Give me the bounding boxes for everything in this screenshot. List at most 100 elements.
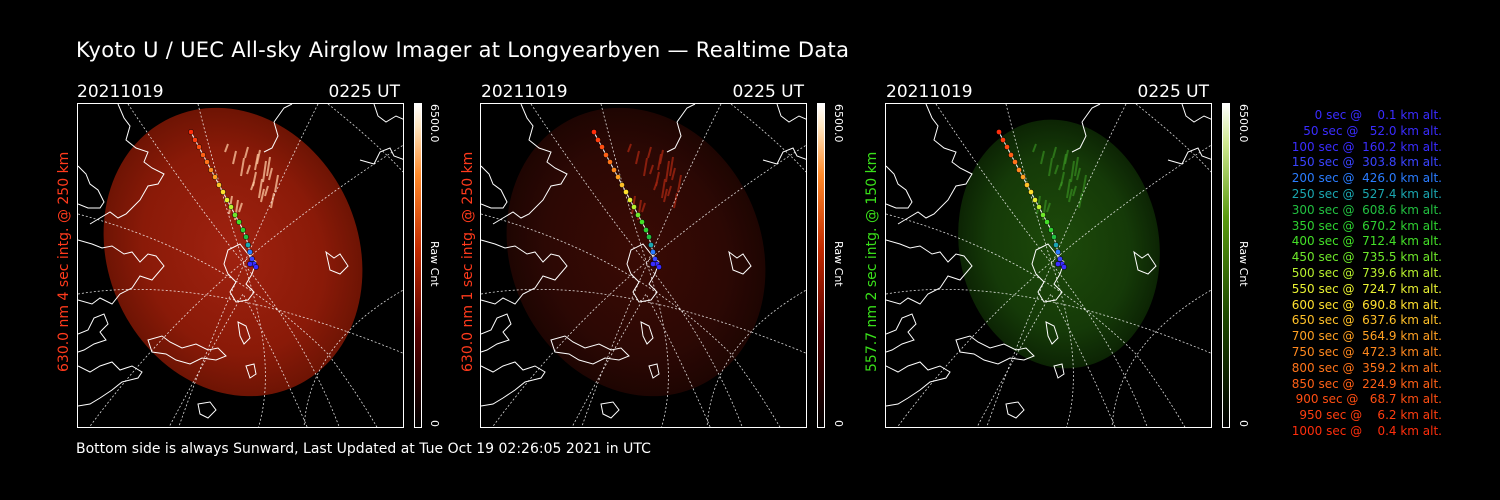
coastline xyxy=(955,335,1035,365)
legend-row: 600 sec @ 690.8 km alt. xyxy=(1287,297,1442,312)
aurora-streak xyxy=(659,149,664,165)
panel-1-date: 20211019 xyxy=(77,82,164,102)
legend-row: 50 sec @ 52.0 km alt. xyxy=(1295,123,1442,138)
coastline xyxy=(666,121,682,153)
trajectory-point xyxy=(595,137,601,143)
trajectory-point xyxy=(639,219,645,225)
legend-row: 200 sec @ 426.0 km alt. xyxy=(1287,171,1442,186)
aurora-streak xyxy=(663,188,668,203)
aurora-streak xyxy=(260,188,265,203)
coastline xyxy=(492,104,568,225)
panel-2-colorbar-max: 6500.0 xyxy=(832,104,845,143)
trajectory-point xyxy=(627,197,633,203)
trajectory-legend: 0 sec @ 0.1 km alt. 50 sec @ 52.0 km alt… xyxy=(1262,108,1442,440)
geographic-grid-line xyxy=(1135,104,1211,173)
trajectory-point xyxy=(224,197,230,203)
coastline xyxy=(197,401,217,419)
aurora-streak xyxy=(274,174,279,193)
coastline xyxy=(373,104,403,123)
geographic-grid-line xyxy=(327,104,403,173)
aurora-streak xyxy=(1058,181,1063,191)
coastline xyxy=(886,313,917,353)
trajectory-point xyxy=(1036,204,1042,210)
footer-status: Bottom side is always Sunward, Last Upda… xyxy=(76,441,651,457)
legend-row: 400 sec @ 712.4 km alt. xyxy=(1287,234,1442,249)
aurora-streak xyxy=(661,178,666,199)
aurora-streak xyxy=(270,192,275,209)
panel-2-colorbar-unit: Raw Cnt xyxy=(832,241,845,287)
trajectory-point xyxy=(611,167,617,173)
panel-1-map-svg xyxy=(78,104,403,427)
coastline xyxy=(78,313,109,353)
coastline xyxy=(640,321,654,345)
trajectory-point xyxy=(599,144,605,150)
aurora-streak xyxy=(665,160,670,183)
coastline xyxy=(1133,250,1157,275)
trajectory-point xyxy=(228,204,234,210)
trajectory-point xyxy=(245,242,251,248)
page-title: Kyoto U / UEC All-sky Airglow Imager at … xyxy=(76,38,850,62)
trajectory-point xyxy=(1000,137,1006,143)
panel-1-colorbar-min: 0 xyxy=(428,420,441,427)
airglow-disk xyxy=(506,107,766,397)
panel-3-map xyxy=(885,103,1212,428)
trajectory-point xyxy=(619,182,625,188)
coastline xyxy=(1045,321,1059,345)
geographic-grid-line xyxy=(571,293,711,427)
legend-row: 850 sec @ 224.9 km alt. xyxy=(1287,376,1442,391)
legend-row: 500 sec @ 739.6 km alt. xyxy=(1287,265,1442,280)
geographic-grid-line xyxy=(178,104,319,427)
coastline xyxy=(481,165,508,209)
coastline xyxy=(897,104,973,225)
geographic-grid-line xyxy=(1005,104,1074,427)
trajectory-point xyxy=(652,256,658,262)
aurora-streak xyxy=(250,181,255,191)
trajectory-point xyxy=(631,204,637,210)
aurora-streak xyxy=(244,146,249,159)
geographic-grid-line xyxy=(168,293,308,427)
trajectory-point xyxy=(1044,219,1050,225)
legend-row: 350 sec @ 670.2 km alt. xyxy=(1287,218,1442,233)
legend-row: 150 sec @ 303.8 km alt. xyxy=(1287,155,1442,170)
panel-1-map xyxy=(77,103,404,428)
trajectory-point xyxy=(615,174,621,180)
coastline xyxy=(1181,104,1211,123)
coastline xyxy=(359,147,403,165)
trajectory-point xyxy=(240,227,246,233)
coastline xyxy=(481,239,568,305)
coastline xyxy=(481,361,546,407)
trajectory-point xyxy=(1008,152,1014,158)
coastline xyxy=(325,250,349,275)
coastline xyxy=(147,335,227,365)
trajectory-point xyxy=(247,261,253,267)
trajectory-point xyxy=(1004,144,1010,150)
coastline xyxy=(481,313,512,353)
geographic-grid-line xyxy=(600,104,669,427)
trajectory-point xyxy=(643,227,649,233)
coastline xyxy=(1005,401,1025,419)
coastline xyxy=(676,104,696,123)
coastline xyxy=(237,321,251,345)
panel-3-colorbar-unit: Raw Cnt xyxy=(1237,241,1250,287)
aurora-streak xyxy=(673,192,678,209)
panel-3-colorbar-max: 6500.0 xyxy=(1237,104,1250,143)
trajectory-point xyxy=(1051,234,1057,240)
aurora-streak xyxy=(1074,156,1079,177)
trajectory-point xyxy=(603,152,609,158)
trajectory-point xyxy=(1057,256,1063,262)
legend-row: 750 sec @ 472.3 km alt. xyxy=(1287,344,1442,359)
aurora-streak xyxy=(1070,160,1075,183)
trajectory-point xyxy=(996,129,1002,135)
coastline xyxy=(78,361,143,407)
panel-1-side-label: 630.0 nm 4 sec intg. @ 250 km xyxy=(56,151,72,372)
panel-1-colorbar xyxy=(414,103,422,428)
aurora-streak xyxy=(1048,157,1053,177)
coastline xyxy=(89,104,165,225)
geographic-grid-line xyxy=(491,144,806,427)
aurora-streak xyxy=(1032,143,1037,153)
coastline xyxy=(223,243,257,303)
aurora-streak xyxy=(1068,188,1073,203)
trajectory-point xyxy=(1028,189,1034,195)
legend-row: 700 sec @ 564.9 km alt. xyxy=(1287,329,1442,344)
geographic-grid-line xyxy=(88,144,403,427)
